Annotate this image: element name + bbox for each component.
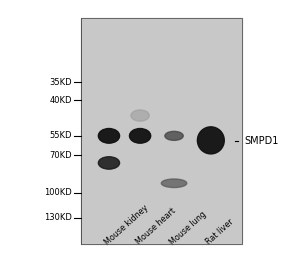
Text: 130KD: 130KD	[44, 213, 72, 222]
Ellipse shape	[165, 131, 183, 140]
Text: SMPD1: SMPD1	[245, 136, 279, 146]
Ellipse shape	[98, 129, 119, 143]
Ellipse shape	[161, 179, 187, 187]
Text: 35KD: 35KD	[50, 78, 72, 87]
Text: Mouse heart: Mouse heart	[134, 207, 177, 247]
Bar	[81, 18, 242, 244]
Text: 100KD: 100KD	[44, 188, 72, 197]
Text: Mouse lung: Mouse lung	[168, 209, 208, 247]
Text: 70KD: 70KD	[50, 150, 72, 159]
Text: Mouse kidney: Mouse kidney	[103, 203, 150, 247]
Ellipse shape	[131, 110, 149, 121]
Text: 55KD: 55KD	[50, 131, 72, 140]
Ellipse shape	[129, 129, 151, 143]
Text: Rat liver: Rat liver	[205, 218, 236, 247]
Bar	[81, 18, 242, 244]
Text: 40KD: 40KD	[50, 96, 72, 105]
Ellipse shape	[98, 157, 119, 169]
Ellipse shape	[198, 127, 224, 154]
